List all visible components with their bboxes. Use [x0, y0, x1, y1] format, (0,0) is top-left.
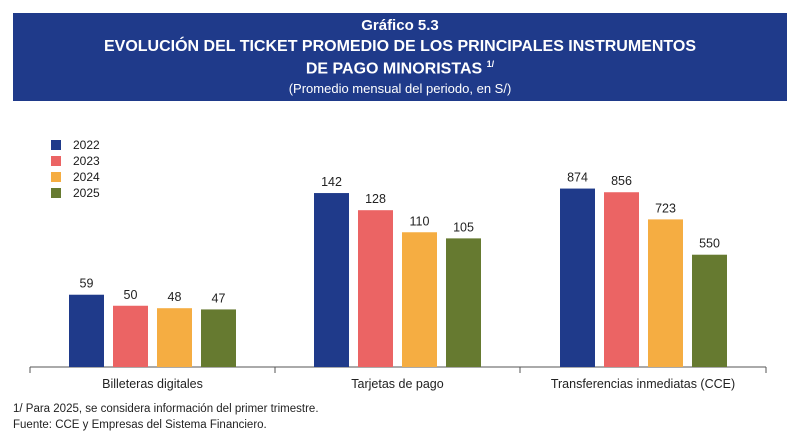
- bar-group2-2023: [604, 192, 639, 367]
- bar-group0-2022: [69, 294, 104, 367]
- legend-label-2024: 2024: [73, 170, 100, 184]
- chart-subtitle: (Promedio mensual del periodo, en S/): [288, 81, 512, 96]
- footnote: 1/ Para 2025, se considera información d…: [13, 403, 319, 415]
- data-label-group1-2023: 128: [365, 192, 386, 206]
- bar-group0-2025: [201, 309, 236, 367]
- data-label-group1-2025: 105: [453, 220, 474, 234]
- legend-item-2023: 2023: [51, 153, 100, 169]
- data-label-group2-2022: 874: [567, 171, 588, 185]
- source-note: Fuente: CCE y Empresas del Sistema Finan…: [13, 419, 267, 431]
- chart-title-line1: EVOLUCIÓN DEL TICKET PROMEDIO DE LOS PRI…: [103, 38, 697, 55]
- data-label-group0-2025: 47: [212, 291, 226, 305]
- bar-group1-2025: [446, 238, 481, 367]
- bar-group1-2023: [358, 210, 393, 367]
- legend-swatch-2024: [51, 172, 61, 182]
- legend-item-2022: 2022: [51, 137, 100, 153]
- data-label-group1-2022: 142: [321, 175, 342, 189]
- chart-legend: 2022 2023 2024 2025: [51, 137, 100, 201]
- bar-group2-2024: [648, 219, 683, 367]
- data-label-group0-2023: 50: [124, 288, 138, 302]
- bar-group0-2024: [157, 308, 192, 367]
- legend-item-2025: 2025: [51, 185, 100, 201]
- legend-label-2022: 2022: [73, 138, 100, 152]
- bar-group1-2022: [314, 193, 349, 367]
- bar-group2-2022: [560, 188, 595, 367]
- bar-group1-2024: [402, 232, 437, 367]
- legend-item-2024: 2024: [51, 169, 100, 185]
- bar-group2-2025: [692, 254, 727, 367]
- data-label-group2-2023: 856: [611, 174, 632, 188]
- data-label-group1-2024: 110: [410, 214, 430, 228]
- chart-title-line2: DE PAGO MINORISTAS 1/: [13, 59, 787, 78]
- category-label-0: Billeteras digitales: [102, 377, 203, 391]
- legend-swatch-2025: [51, 188, 61, 198]
- legend-swatch-2022: [51, 140, 61, 150]
- legend-label-2025: 2025: [73, 186, 100, 200]
- data-label-group2-2025: 550: [699, 237, 720, 251]
- data-label-group0-2022: 59: [80, 277, 94, 291]
- data-label-group2-2024: 723: [655, 201, 676, 215]
- title-footnote-marker: 1/: [486, 59, 495, 69]
- chart-number: Gráfico 5.3: [361, 17, 439, 34]
- legend-label-2023: 2023: [73, 154, 100, 168]
- data-label-group0-2024: 48: [168, 290, 182, 304]
- legend-swatch-2023: [51, 156, 61, 166]
- chart-header: Gráfico 5.3 EVOLUCIÓN DEL TICKET PROMEDI…: [13, 13, 787, 101]
- category-label-2: Transferencias inmediatas (CCE): [551, 377, 735, 391]
- chart-title-line2-text: DE PAGO MINORISTAS: [305, 60, 483, 78]
- bar-group0-2023: [113, 305, 148, 367]
- category-label-1: Tarjetas de pago: [351, 377, 443, 391]
